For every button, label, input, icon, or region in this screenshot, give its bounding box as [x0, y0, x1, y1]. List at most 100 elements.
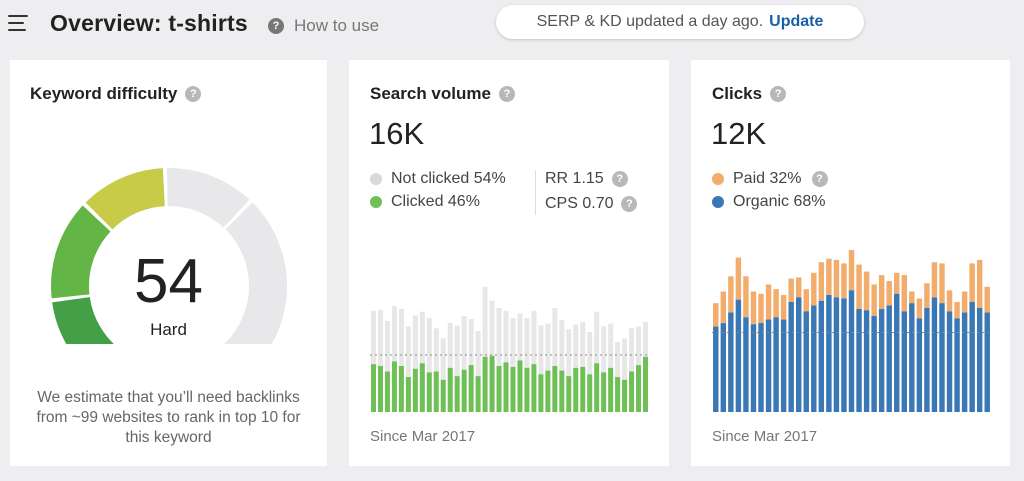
bar-clicked [573, 367, 579, 412]
hamburger-menu-icon[interactable] [8, 15, 28, 31]
bar-not-clicked [573, 324, 579, 368]
bar-not-clicked [601, 326, 607, 373]
bar-organic [954, 318, 960, 412]
bar-not-clicked [643, 321, 649, 357]
bar-not-clicked [580, 321, 586, 367]
how-to-use-link[interactable]: ? How to use [268, 16, 379, 36]
bar-not-clicked [398, 308, 404, 366]
gauge-segment-very-easy [52, 297, 115, 344]
bar-not-clicked [608, 323, 614, 368]
bar-clicked [503, 362, 509, 412]
bar-paid [735, 257, 742, 300]
bar-clicked [566, 376, 572, 412]
bar-clicked [370, 364, 376, 412]
question-mark-icon[interactable]: ? [611, 171, 628, 187]
difficulty-label: Hard [150, 320, 187, 339]
gauge-segment-medium [85, 168, 165, 230]
bar-clicked [384, 371, 390, 412]
bar-organic [976, 307, 983, 412]
legend-organic: Organic 68% [712, 193, 826, 211]
bar-paid [818, 262, 825, 301]
bar-not-clicked [615, 342, 621, 378]
search-volume-title: Search volume ? [370, 84, 515, 104]
bar-organic [765, 319, 772, 412]
gauge-segment-easy [51, 205, 111, 299]
bar-organic [946, 311, 953, 412]
legend-label: Clicked 46% [391, 193, 480, 210]
bar-organic [713, 326, 719, 412]
legend-not-clicked: Not clicked 54% [370, 170, 506, 188]
question-mark-icon[interactable]: ? [498, 86, 515, 102]
bar-not-clicked [377, 309, 383, 366]
bar-not-clicked [538, 325, 544, 375]
bar-not-clicked [594, 311, 600, 364]
legend-clicked: Clicked 46% [370, 193, 480, 211]
bar-paid [803, 289, 809, 312]
difficulty-score: 54 [134, 247, 203, 316]
bar-not-clicked [370, 310, 376, 365]
question-mark-icon[interactable]: ? [770, 86, 787, 102]
search-volume-chart [370, 286, 649, 412]
bar-paid [758, 293, 764, 324]
question-mark-icon[interactable]: ? [621, 196, 638, 212]
bar-clicked [594, 363, 600, 412]
update-link[interactable]: Update [769, 13, 824, 30]
bar-clicked [489, 355, 495, 412]
bar-paid [954, 302, 960, 319]
bar-paid [780, 295, 787, 320]
bar-organic [833, 297, 840, 412]
bar-paid [833, 259, 840, 298]
bar-organic [856, 309, 862, 412]
bar-organic [931, 297, 938, 412]
bar-paid [976, 259, 983, 308]
bar-clicked [517, 360, 523, 412]
bar-not-clicked [622, 338, 628, 380]
bar-clicked [377, 366, 383, 412]
bar-not-clicked [391, 306, 397, 362]
bar-paid [743, 276, 749, 318]
bar-paid [946, 290, 953, 312]
bar-paid [773, 289, 779, 318]
bar-organic [811, 305, 817, 412]
bar-not-clicked [531, 310, 537, 365]
bar-clicked [580, 366, 586, 412]
bar-organic [826, 295, 832, 412]
bar-not-clicked [461, 316, 467, 370]
bar-organic [916, 318, 923, 412]
bar-organic [803, 311, 809, 412]
legend-label: Paid 32% [733, 170, 802, 187]
bar-clicked [475, 376, 481, 412]
top-bar: Overview: t-shirts ? How to use SERP & K… [0, 0, 1024, 46]
bar-organic [743, 317, 749, 412]
search-volume-label: Search volume [370, 84, 491, 103]
bar-paid [863, 271, 870, 311]
bar-paid [878, 275, 885, 310]
bar-paid [961, 291, 968, 313]
bar-paid [848, 250, 855, 291]
bar-paid [750, 291, 757, 325]
bar-clicked [461, 369, 467, 412]
rr-label: RR 1.15 [545, 170, 604, 187]
bar-organic [796, 297, 802, 412]
bar-clicked [622, 379, 628, 412]
bar-not-clicked [447, 322, 453, 368]
question-mark-icon[interactable]: ? [185, 86, 202, 102]
bar-paid [894, 272, 900, 294]
bar-clicked [454, 376, 460, 412]
bar-clicked [405, 377, 411, 412]
bar-not-clicked [440, 338, 446, 380]
bar-organic [780, 319, 787, 412]
bar-paid [931, 262, 938, 298]
bar-clicked [419, 363, 425, 412]
bar-organic [909, 303, 915, 412]
bar-organic [871, 316, 877, 412]
rr-metric: RR 1.15 ? [545, 170, 628, 188]
question-mark-icon[interactable]: ? [811, 171, 828, 187]
bar-paid [924, 283, 930, 308]
bar-clicked [545, 370, 551, 412]
bar-clicked [608, 367, 614, 412]
keyword-difficulty-label: Keyword difficulty [30, 84, 178, 103]
legend-paid: Paid 32% ? [712, 170, 828, 188]
bar-organic [863, 310, 870, 412]
difficulty-description: We estimate that you’ll need backlinks f… [36, 389, 301, 446]
